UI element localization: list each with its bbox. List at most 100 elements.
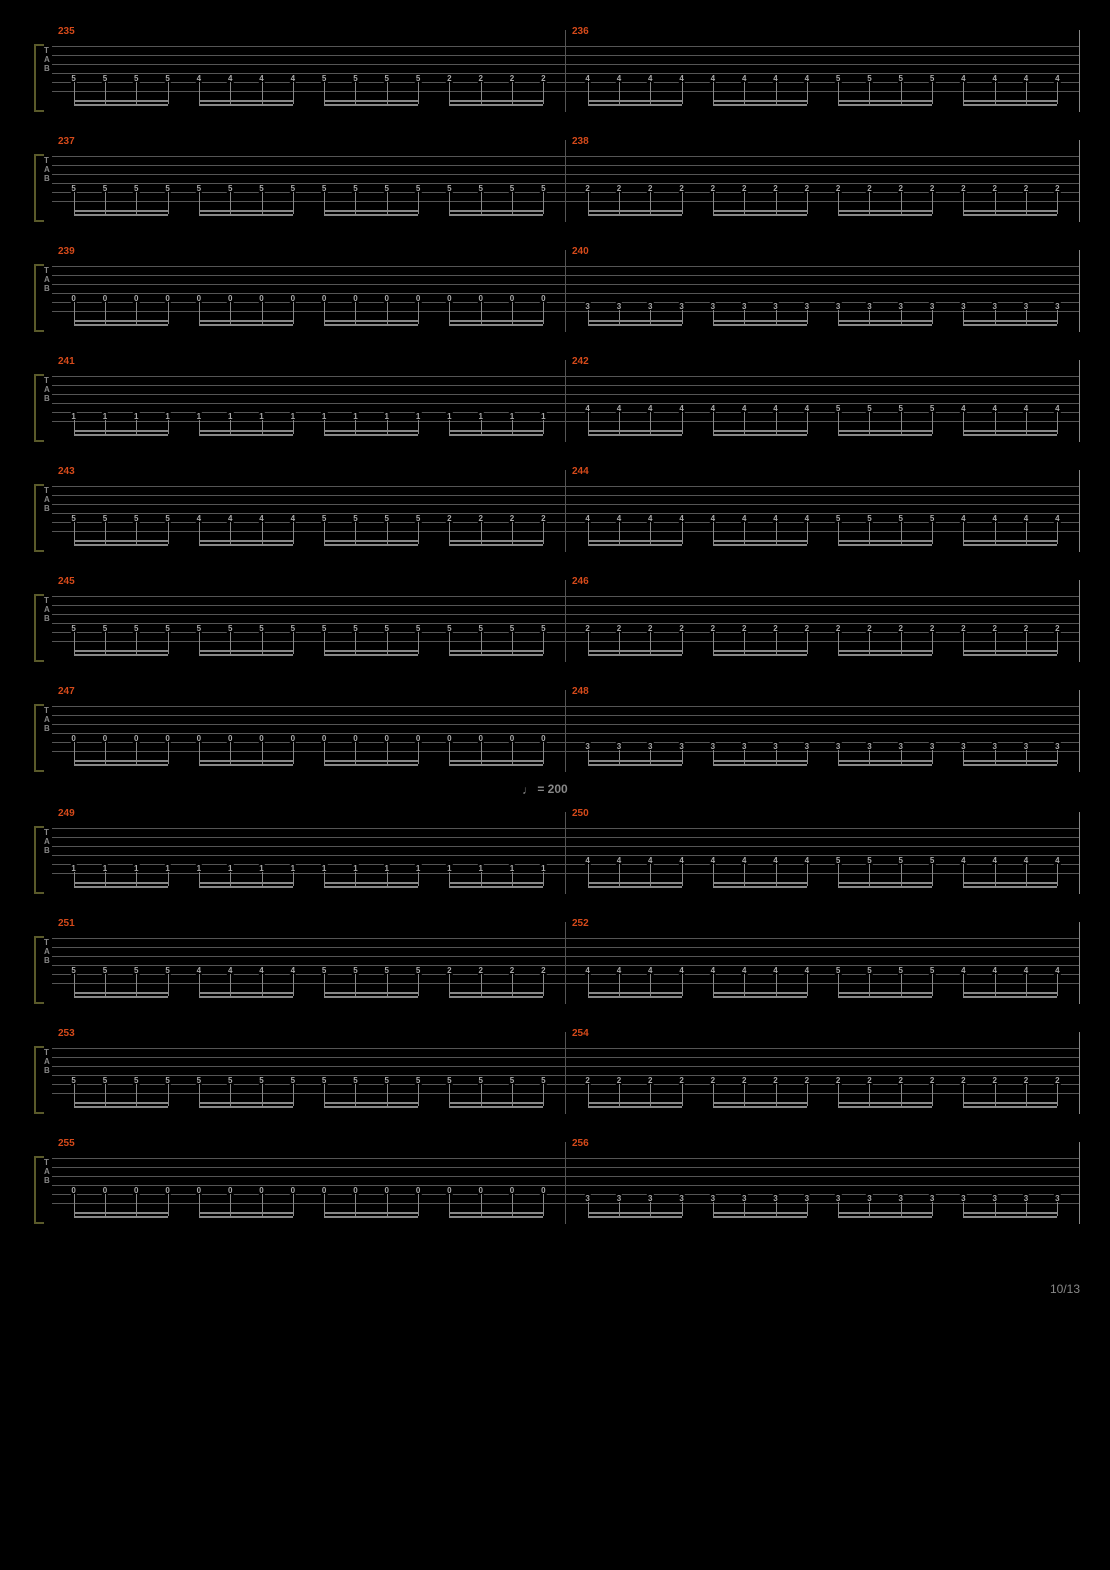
beam-secondary xyxy=(74,540,168,542)
tab-note: 0 xyxy=(58,1158,89,1206)
note-stem xyxy=(682,192,683,214)
tab-note: 3 xyxy=(979,266,1010,314)
note-stem xyxy=(838,82,839,104)
tab-letter: A xyxy=(44,947,50,956)
tab-measure: 2462222222222222222 xyxy=(566,580,1080,662)
system-bracket xyxy=(34,826,44,894)
tab-letter: B xyxy=(44,284,50,293)
note-stem xyxy=(199,302,200,324)
beam-group: 3333 xyxy=(823,266,948,314)
note-stem xyxy=(105,1194,106,1216)
beam-primary xyxy=(324,1216,418,1218)
tab-letter: A xyxy=(44,1167,50,1176)
beam-primary xyxy=(449,654,543,656)
note-stem xyxy=(74,522,75,544)
note-stem xyxy=(481,192,482,214)
note-stem xyxy=(1057,192,1058,214)
beam-primary xyxy=(963,214,1057,216)
beam-primary xyxy=(74,104,168,106)
note-stem xyxy=(619,82,620,104)
beam-secondary xyxy=(449,1212,543,1214)
note-region: 0000000000000000 xyxy=(52,1158,565,1206)
note-stem xyxy=(74,872,75,886)
beam-primary xyxy=(449,324,543,326)
note-stem xyxy=(136,742,137,764)
note-stem xyxy=(713,522,714,544)
note-stem xyxy=(355,632,356,654)
tab-note: 3 xyxy=(760,1158,791,1206)
beam-primary xyxy=(838,324,932,326)
note-stem xyxy=(230,192,231,214)
tab-note: 4 xyxy=(729,486,760,534)
tab-note: 4 xyxy=(697,486,728,534)
beam-group: 3333 xyxy=(823,706,948,754)
beam-group: 3333 xyxy=(572,266,697,314)
tab-note: 4 xyxy=(635,938,666,986)
tab-note: 4 xyxy=(183,486,214,534)
tab-note: 0 xyxy=(465,706,496,754)
note-stem xyxy=(901,864,902,886)
tab-note: 5 xyxy=(309,596,340,644)
beam-secondary xyxy=(713,760,807,762)
note-stem xyxy=(481,872,482,886)
tab-note: 3 xyxy=(603,1158,634,1206)
tab-note: 5 xyxy=(309,486,340,534)
note-stem xyxy=(776,1202,777,1216)
beam-primary xyxy=(963,654,1057,656)
tab-note: 5 xyxy=(152,486,183,534)
beam-primary xyxy=(199,214,293,216)
note-stem xyxy=(1026,412,1027,434)
beam-secondary xyxy=(449,760,543,762)
note-stem xyxy=(744,750,745,764)
tab-note: 1 xyxy=(215,828,246,876)
note-stem xyxy=(776,974,777,996)
tab-note: 5 xyxy=(340,156,371,204)
note-stem xyxy=(355,192,356,214)
tab-note: 3 xyxy=(697,1158,728,1206)
note-region: 1111111111111111 xyxy=(52,828,565,876)
beam-primary xyxy=(713,214,807,216)
tab-note: 0 xyxy=(340,266,371,314)
note-stem xyxy=(387,1194,388,1216)
tab-note: 1 xyxy=(121,376,152,424)
tab-note: 3 xyxy=(823,1158,854,1206)
beam-group: 4444 xyxy=(948,938,1073,986)
note-stem xyxy=(199,1194,200,1216)
tab-note: 2 xyxy=(635,156,666,204)
beam-secondary xyxy=(713,1212,807,1214)
note-stem xyxy=(682,310,683,324)
note-stem xyxy=(262,82,263,104)
tab-letter: T xyxy=(44,46,50,55)
beam-secondary xyxy=(199,992,293,994)
tab-note: 4 xyxy=(635,46,666,94)
note-stem xyxy=(1057,522,1058,544)
tab-note: 3 xyxy=(791,1158,822,1206)
beam-primary xyxy=(713,104,807,106)
tab-note: 3 xyxy=(791,266,822,314)
note-stem xyxy=(324,1194,325,1216)
note-stem xyxy=(512,302,513,324)
measure-number: 249 xyxy=(58,808,75,819)
tab-note: 3 xyxy=(1010,706,1041,754)
tab-note: 2 xyxy=(916,1048,947,1096)
tab-note: 4 xyxy=(697,376,728,424)
beam-primary xyxy=(713,886,807,888)
beam-group: 4444 xyxy=(183,486,308,534)
page-footer: 10/13 xyxy=(0,1272,1110,1306)
tab-note: 0 xyxy=(152,266,183,314)
tab-note: 2 xyxy=(729,1048,760,1096)
note-stem xyxy=(932,412,933,434)
tab-note: 0 xyxy=(434,706,465,754)
beam-group: 5555 xyxy=(823,938,948,986)
note-stem xyxy=(1026,1202,1027,1216)
note-stem xyxy=(838,1202,839,1216)
tab-note: 1 xyxy=(528,376,559,424)
system-bracket xyxy=(34,154,44,222)
tab-note: 5 xyxy=(465,596,496,644)
note-stem xyxy=(963,1202,964,1216)
tab-note: 5 xyxy=(309,156,340,204)
tab-note: 2 xyxy=(603,156,634,204)
tab-note: 2 xyxy=(635,596,666,644)
beam-primary xyxy=(449,214,543,216)
tab-note: 1 xyxy=(58,828,89,876)
